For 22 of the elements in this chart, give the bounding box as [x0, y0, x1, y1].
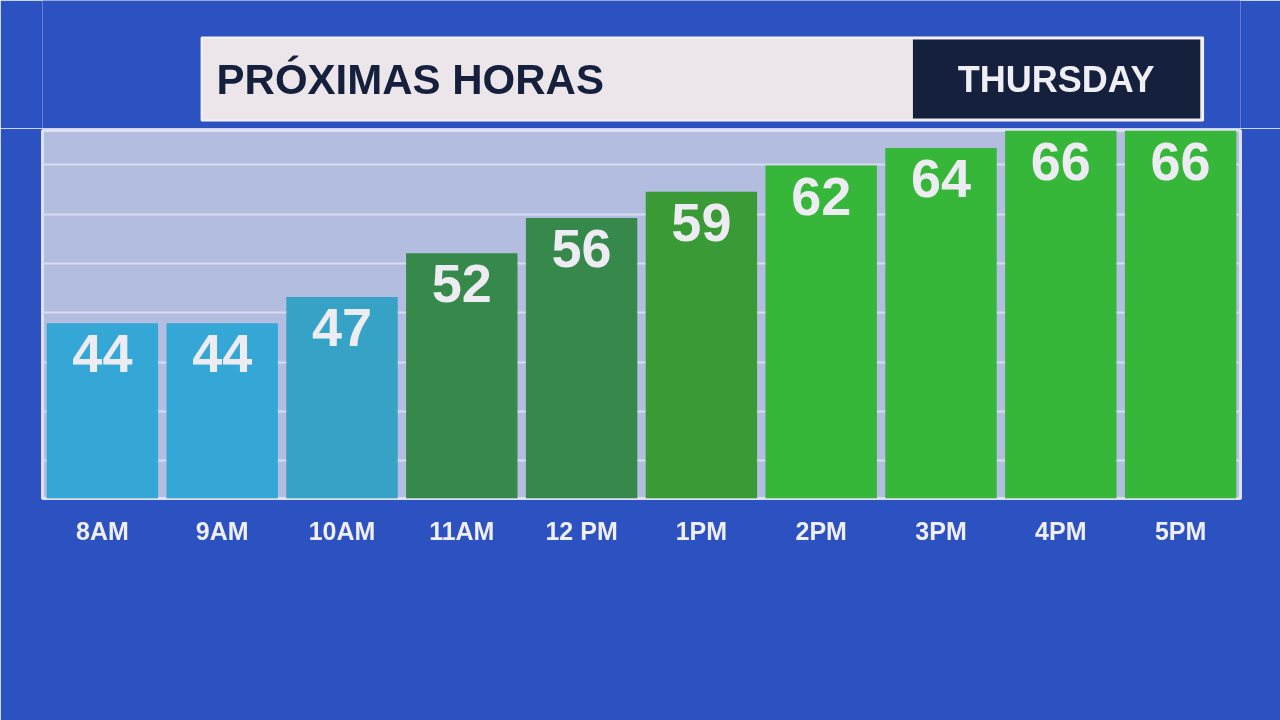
data-label: 52	[431, 253, 492, 314]
data-label: 66	[1150, 130, 1211, 191]
data-label: 64	[910, 148, 972, 209]
data-label: 66	[1030, 130, 1091, 191]
x-tick-label: 1PM	[675, 516, 728, 545]
chart-subtitle: THURSDAY	[957, 58, 1155, 100]
data-label: 47	[311, 296, 373, 357]
data-label: 62	[791, 165, 852, 226]
x-tick-label: 4PM	[1035, 516, 1087, 545]
x-tick-label: 9AM	[195, 516, 249, 545]
x-tick-label: 8AM	[76, 516, 129, 545]
data-label: 56	[551, 218, 612, 279]
x-tick-label: 5PM	[1154, 516, 1207, 545]
chart-title: PRÓXIMAS HORAS	[216, 54, 604, 103]
x-tick-label: 12 PM	[545, 516, 618, 545]
data-label: 59	[671, 191, 732, 252]
x-tick-label: 3PM	[915, 516, 967, 545]
x-tick-label: 11AM	[429, 516, 495, 545]
data-label: 44	[72, 323, 133, 384]
x-tick-label: 10AM	[308, 516, 376, 545]
x-tick-label: 2PM	[795, 516, 847, 545]
data-label: 44	[192, 323, 253, 384]
